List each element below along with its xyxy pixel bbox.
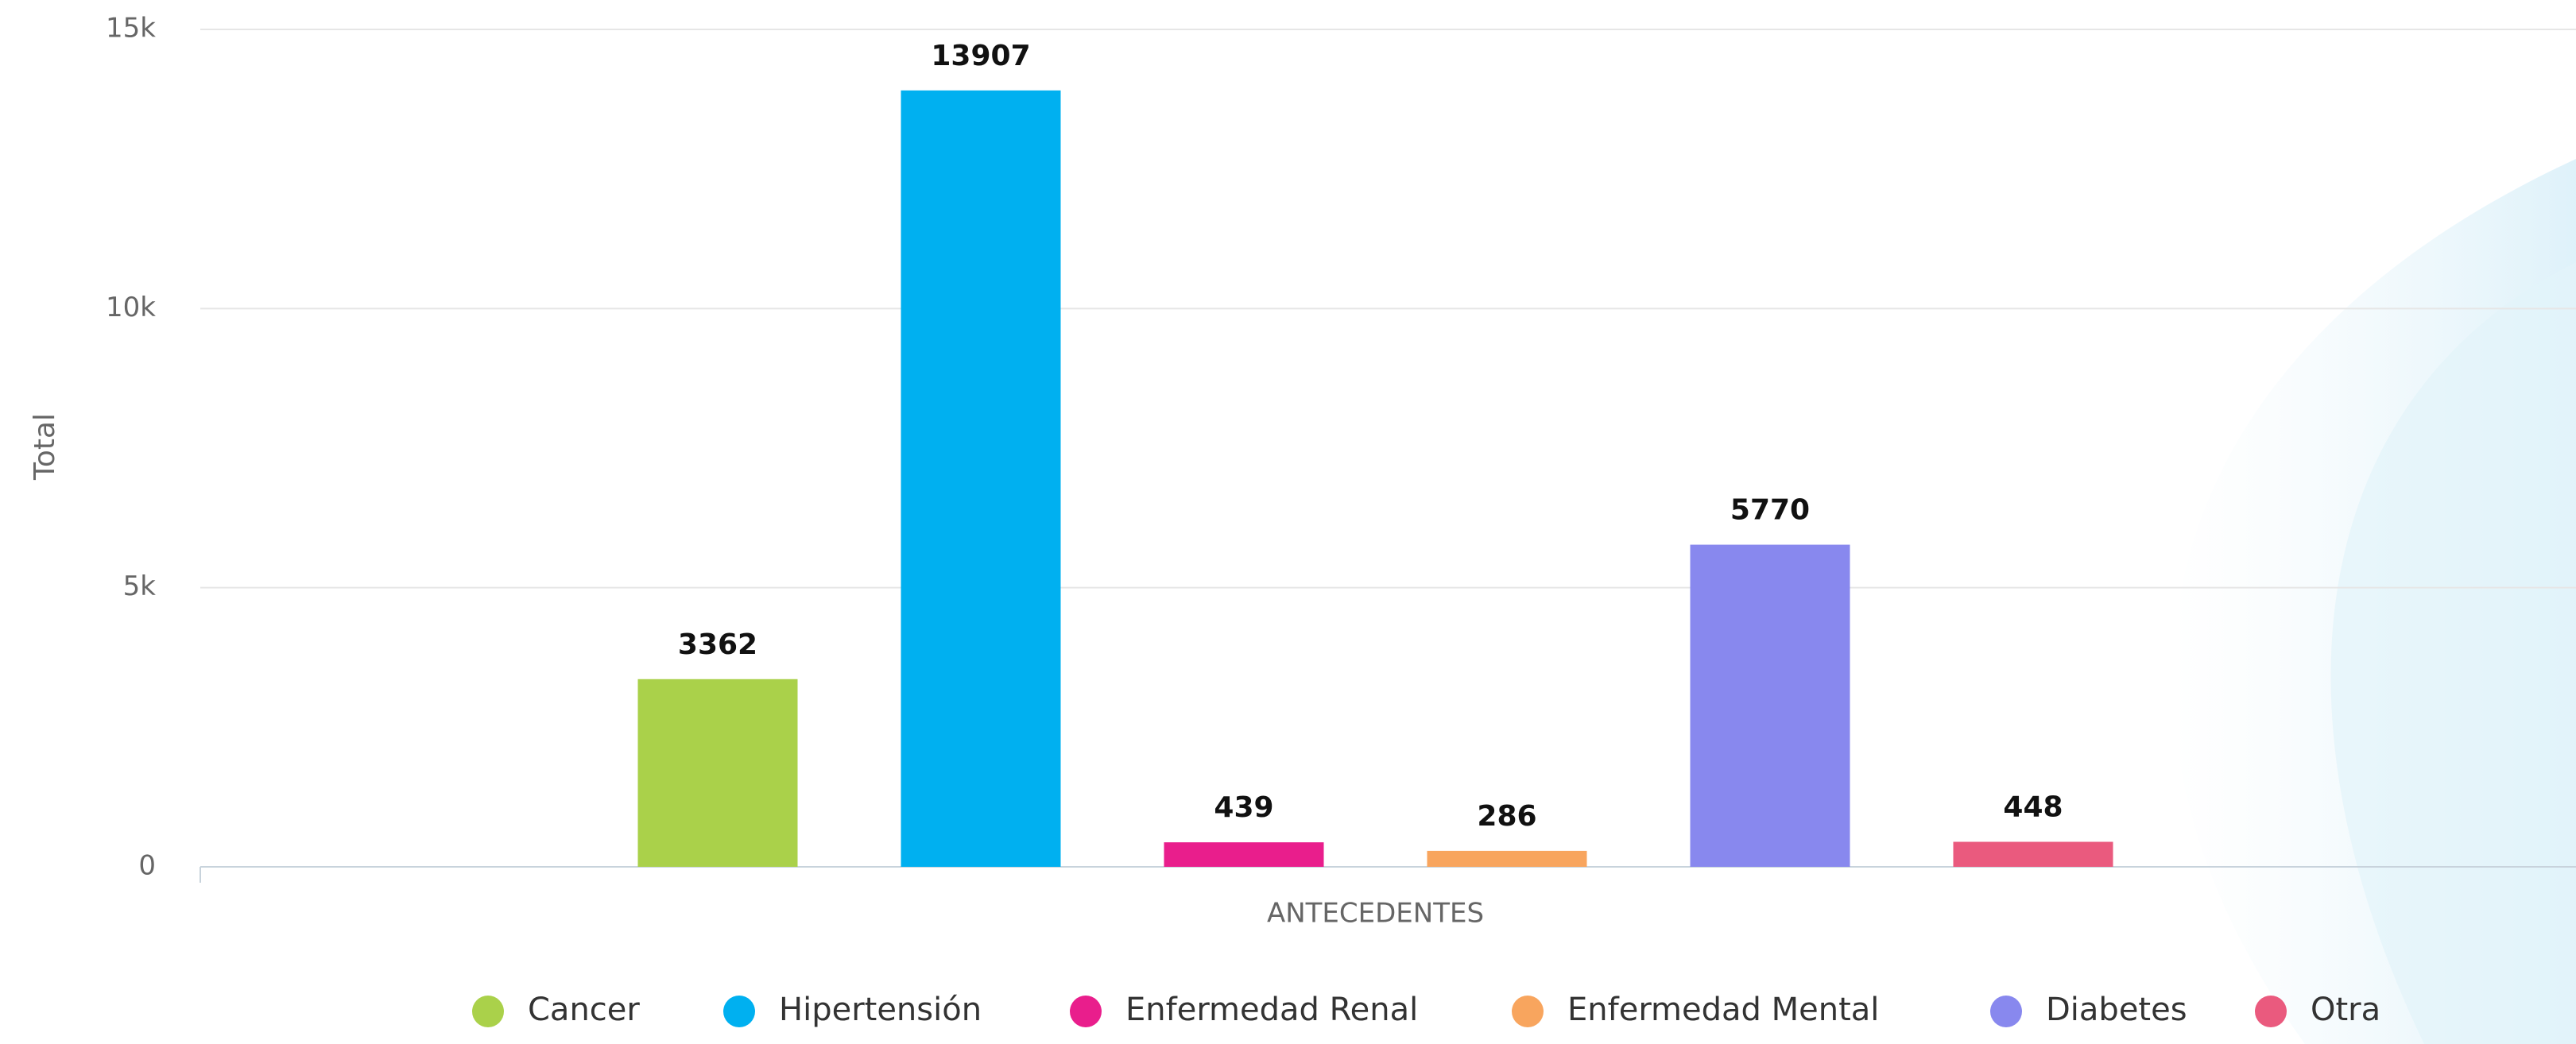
- data-label: 5770: [1730, 494, 1810, 527]
- legend-marker: [1512, 996, 1544, 1027]
- background-decoration: [2330, 262, 2576, 1044]
- data-label: 286: [1477, 800, 1536, 833]
- legend-marker: [2255, 996, 2287, 1027]
- y-tick-label: 0: [138, 850, 156, 882]
- x-tick-label: ANTECEDENTES: [1267, 898, 1484, 930]
- legend-label[interactable]: Otra: [2311, 992, 2380, 1028]
- y-axis-title: Total: [29, 413, 61, 481]
- bar: [901, 90, 1061, 868]
- bar: [637, 679, 798, 867]
- y-tick-label: 10k: [106, 292, 156, 323]
- legend-label[interactable]: Diabetes: [2046, 992, 2187, 1028]
- bar: [1953, 841, 2113, 867]
- bar: [1690, 544, 1850, 867]
- data-label: 439: [1214, 791, 1273, 824]
- bar: [1427, 850, 1587, 867]
- legend-label[interactable]: Hipertensión: [779, 992, 982, 1028]
- data-label: 448: [2003, 791, 2063, 824]
- y-tick-label: 5k: [123, 570, 157, 602]
- bar: [1164, 842, 1324, 867]
- legend-label[interactable]: Enfermedad Mental: [1567, 992, 1879, 1028]
- legend-marker: [723, 996, 755, 1027]
- legend-marker: [1070, 996, 1102, 1027]
- legend-marker: [472, 996, 504, 1027]
- y-tick-label: 15k: [106, 13, 156, 44]
- legend-marker: [1990, 996, 2022, 1027]
- data-label: 13907: [931, 40, 1030, 72]
- legend-label[interactable]: Enfermedad Renal: [1125, 992, 1418, 1028]
- legend-label[interactable]: Cancer: [528, 992, 640, 1028]
- data-label: 3362: [678, 628, 757, 661]
